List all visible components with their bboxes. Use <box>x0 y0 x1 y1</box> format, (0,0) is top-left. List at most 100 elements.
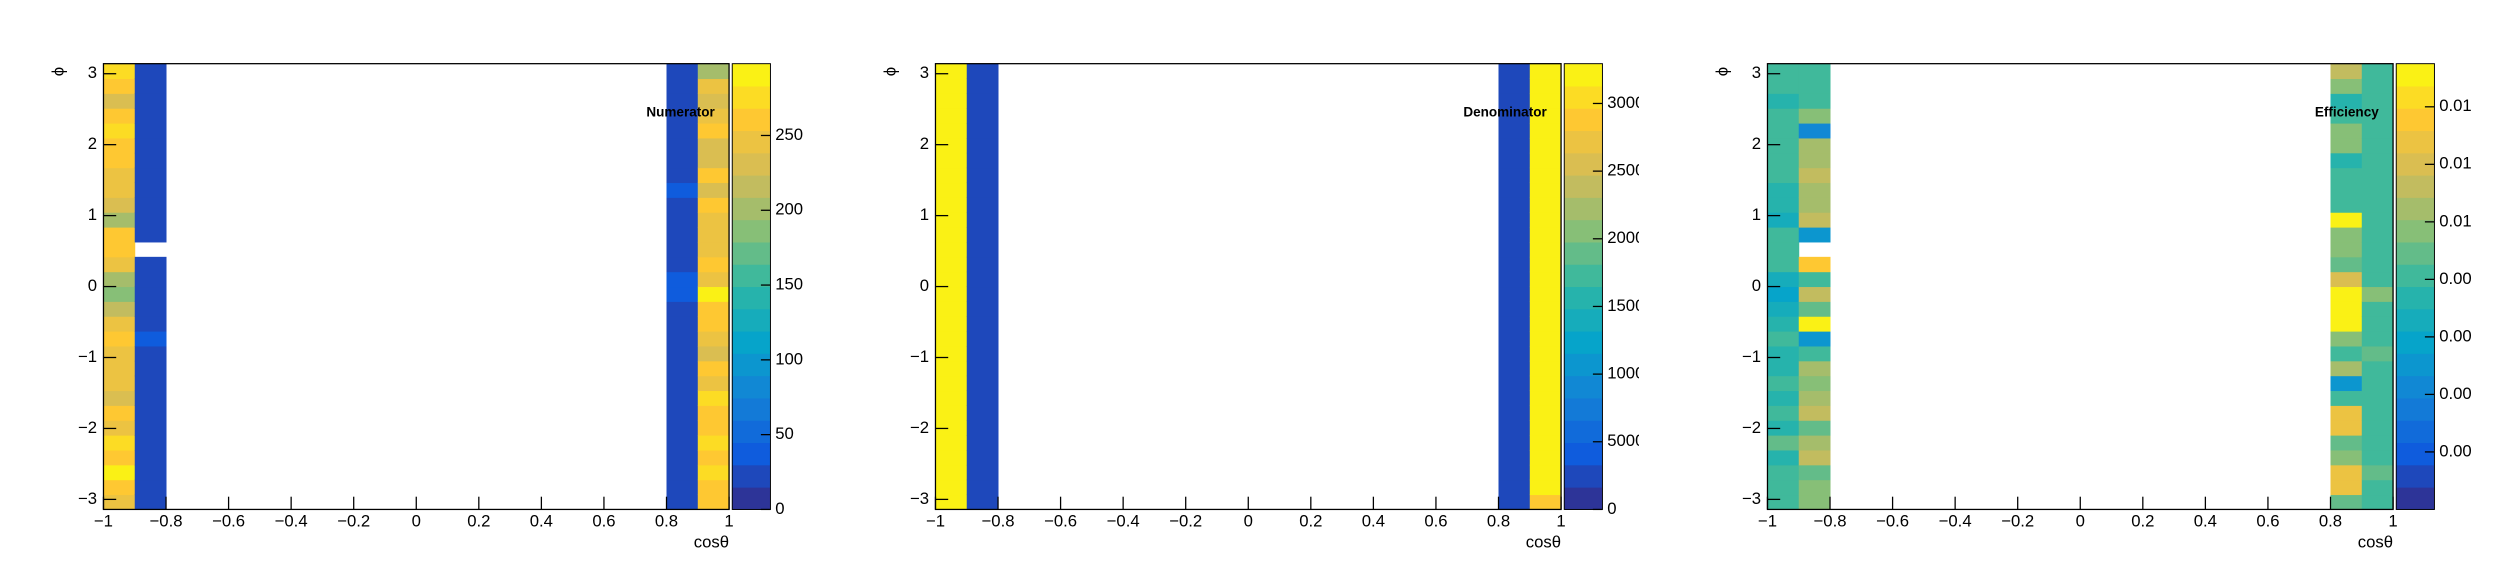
heatmap-cell <box>966 78 999 94</box>
palette-band <box>732 487 771 510</box>
chart-title: Efficiency <box>2315 105 2379 120</box>
heatmap-cell <box>966 390 999 406</box>
heatmap-cell <box>134 479 167 496</box>
z-tick-label: 0 <box>775 499 784 518</box>
x-tick-label: 0.2 <box>2131 512 2154 531</box>
heatmap-cell <box>1798 464 1831 481</box>
heatmap-cell <box>697 137 730 154</box>
heatmap-cell <box>697 152 730 169</box>
heatmap-cell <box>1767 464 1800 481</box>
palette-band <box>2396 264 2435 288</box>
palette-band <box>2396 464 2435 488</box>
z-tick-label: 30000 <box>1607 93 1653 112</box>
heatmap-cell <box>134 256 167 273</box>
heatmap-cell <box>1498 464 1531 481</box>
heatmap-cell <box>2330 256 2363 273</box>
heatmap-cell <box>1798 316 1831 332</box>
heatmap-cell <box>2330 123 2363 139</box>
heatmap-cell <box>134 464 167 481</box>
palette-band <box>2396 308 2435 332</box>
heatmap-cell <box>2330 167 2363 184</box>
palette-band <box>1564 197 1603 221</box>
palette-band <box>2396 130 2435 154</box>
x-tick-label: −0.2 <box>1169 512 1202 531</box>
heatmap-cell <box>666 212 699 228</box>
heatmap-cell <box>1498 479 1531 496</box>
z-tick-label: 0.008 <box>2439 269 2481 288</box>
heatmap-cell <box>2330 450 2363 466</box>
heatmap-cell <box>134 420 167 436</box>
heatmap-cell <box>2361 405 2394 421</box>
heatmap-cell <box>966 345 999 362</box>
heatmap-cell <box>134 450 167 466</box>
heatmap-cell <box>1767 123 1800 139</box>
heatmap-cell <box>134 286 167 302</box>
heatmap-cell <box>1529 108 1562 124</box>
heatmap-cell <box>2330 316 2363 332</box>
plot-frame <box>1766 63 2394 511</box>
heatmap-cell <box>966 137 999 154</box>
heatmap-cell <box>2330 301 2363 317</box>
heatmap-cell <box>966 63 999 80</box>
palette-band <box>1564 286 1603 310</box>
heatmap-cell <box>1529 405 1562 421</box>
heatmap-cell <box>666 390 699 406</box>
heatmap-cell <box>1798 123 1831 139</box>
heatmap-cell <box>666 78 699 94</box>
palette-band <box>732 152 771 176</box>
x-tick-label: 0.4 <box>1362 512 1385 531</box>
heatmap-cell <box>2330 494 2363 510</box>
heatmap-cell <box>935 197 968 213</box>
heatmap-cell <box>1498 152 1531 169</box>
palette-band <box>732 286 771 310</box>
heatmap-cell <box>935 331 968 347</box>
heatmap-cell <box>697 450 730 466</box>
y-tick-label: −1 <box>1742 347 1761 366</box>
heatmap-cell <box>2330 212 2363 228</box>
heatmap-cell <box>966 464 999 481</box>
heatmap-cell <box>666 360 699 377</box>
heatmap-cell <box>2330 464 2363 481</box>
heatmap-cell <box>966 152 999 169</box>
heatmap-cell <box>1798 197 1831 213</box>
heatmap-cell <box>697 331 730 347</box>
heatmap-cell <box>1798 63 1831 80</box>
x-tick-label: −0.4 <box>1939 512 1972 531</box>
heatmap-cell <box>1798 212 1831 228</box>
heatmap-cell <box>1529 420 1562 436</box>
heatmap-cell <box>2361 494 2394 510</box>
heatmap-cell <box>2361 286 2394 302</box>
heatmap-cell <box>966 450 999 466</box>
heatmap-cell <box>1767 241 1800 258</box>
heatmap-cell <box>1798 390 1831 406</box>
y-tick-label: −3 <box>1742 489 1761 508</box>
heatmap-cell <box>2330 405 2363 421</box>
palette-band <box>732 397 771 421</box>
heatmap-cell <box>1767 63 1800 80</box>
x-tick-label: 0.4 <box>530 512 553 531</box>
heatmap-cell <box>1767 390 1800 406</box>
z-tick-label: 10000 <box>1607 364 1653 383</box>
panel: −1 −0.8 −0.6 −0.4 −0.2 0 0.2 0.4 0.6 0.8 1 −3 −2 −1 0 1… <box>48 63 803 551</box>
heatmap-cell <box>666 152 699 169</box>
heatmap-cell <box>1798 420 1831 436</box>
z-tick-label: 150 <box>775 274 803 293</box>
heatmap-cell <box>1498 494 1531 510</box>
palette-band <box>1564 219 1603 243</box>
palette-band <box>2396 175 2435 198</box>
x-tick-label: −0.8 <box>982 512 1015 531</box>
palette-band <box>2396 442 2435 466</box>
heatmap-cell <box>134 390 167 406</box>
heatmap-cell <box>966 286 999 302</box>
x-tick-label: 0.6 <box>1424 512 1447 531</box>
palette-band <box>2396 487 2435 510</box>
palette-band <box>2396 85 2435 109</box>
heatmap-cell <box>966 167 999 184</box>
heatmap-cell <box>1798 137 1831 154</box>
palette-band <box>2396 197 2435 221</box>
heatmap-cell <box>103 345 136 362</box>
palette-frame <box>731 63 771 510</box>
y-tick-label: 2 <box>1752 134 1761 153</box>
heatmap-cell <box>666 256 699 273</box>
heatmap-cell <box>1529 390 1562 406</box>
